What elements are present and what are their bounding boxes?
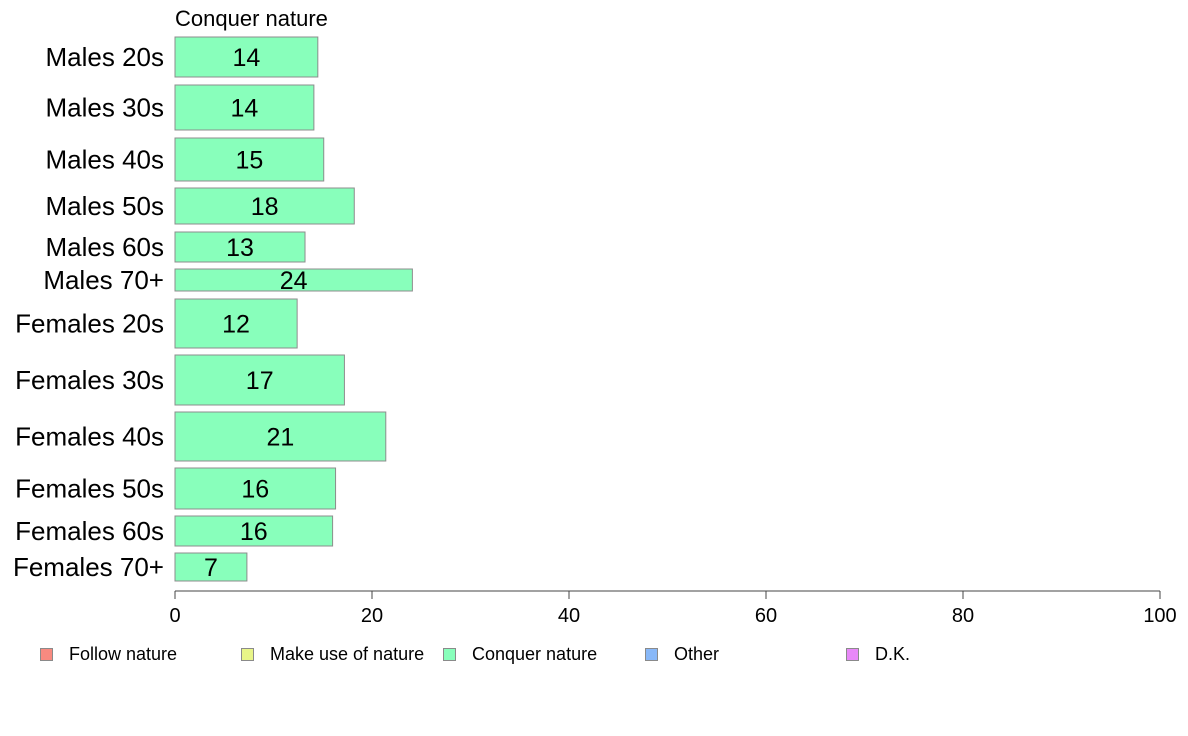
bar (174, 231, 306, 263)
legend-item-other: Other (645, 644, 719, 665)
bar-value-label: 12 (222, 311, 250, 339)
category-label: Males 60s (46, 232, 165, 262)
bar (174, 552, 248, 582)
bar-value-label: 16 (241, 476, 269, 504)
x-tick-label: 60 (755, 605, 777, 627)
bar (174, 84, 315, 131)
bar (174, 36, 319, 78)
category-label: Females 30s (15, 365, 164, 395)
bar-value-label: 24 (280, 267, 308, 295)
bar-value-label: 14 (231, 95, 259, 123)
category-label: Males 70+ (43, 265, 164, 295)
legend-label: Make use of nature (270, 644, 425, 664)
category-label: Males 40s (46, 145, 165, 175)
legend-label: Other (674, 644, 720, 664)
bar (174, 411, 387, 462)
bar (174, 298, 298, 349)
bar-value-label: 21 (266, 424, 294, 452)
legend-item-conquer-nature: Conquer nature (443, 644, 597, 665)
legend-label: D.K. (875, 644, 911, 664)
category-label: Females 40s (15, 422, 164, 452)
bar-value-label: 17 (246, 367, 274, 395)
bar (174, 268, 413, 292)
bar-value-label: 18 (251, 193, 279, 221)
legend-item-dk: D.K. (846, 644, 910, 665)
legend-label: Follow nature (69, 644, 178, 664)
x-tick-label: 0 (169, 605, 180, 627)
category-label: Males 30s (46, 93, 165, 123)
legend-item-make-use-of-nature: Make use of nature (241, 644, 424, 665)
legend-swatch-other (645, 648, 658, 661)
legend-item-follow-nature: Follow nature (40, 644, 177, 665)
bar-value-label: 14 (233, 44, 261, 72)
bar-value-label: 13 (226, 234, 254, 262)
category-label: Females 50s (15, 474, 164, 504)
x-tick-label: 80 (952, 605, 974, 627)
legend-swatch-conquer-nature (443, 648, 456, 661)
legend: Follow nature Make use of nature Conquer… (0, 644, 1188, 668)
bar-value-label: 15 (235, 147, 263, 175)
legend-swatch-dk (846, 648, 859, 661)
x-tick-label: 20 (361, 605, 383, 627)
legend-label: Conquer nature (472, 644, 598, 664)
legend-swatch-follow-nature (40, 648, 53, 661)
chart-title: Conquer nature (175, 6, 328, 31)
bar (174, 515, 334, 547)
x-tick-label: 40 (558, 605, 580, 627)
bar (174, 187, 355, 225)
category-label: Males 20s (46, 42, 165, 72)
bar (174, 137, 325, 182)
category-label: Females 20s (15, 309, 164, 339)
x-tick-label: 100 (1143, 605, 1176, 627)
category-label: Females 60s (15, 516, 164, 546)
bar (174, 354, 345, 406)
legend-swatch-make-use-of-nature (241, 648, 254, 661)
category-label: Females 70+ (13, 552, 164, 582)
category-label: Males 50s (46, 191, 165, 221)
bar (174, 467, 337, 510)
bar-value-label: 7 (204, 554, 218, 582)
bar-value-label: 16 (240, 518, 268, 546)
